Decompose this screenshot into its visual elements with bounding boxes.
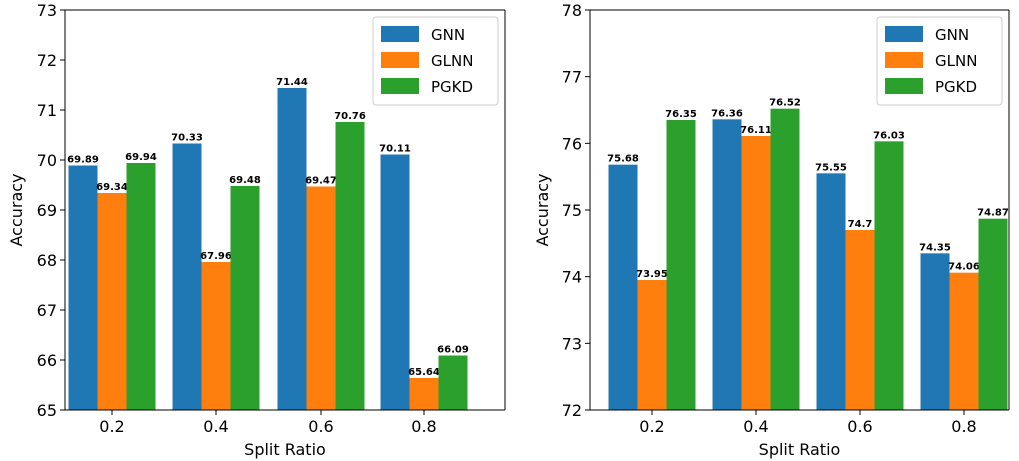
x-tick-label: 0.2 bbox=[99, 417, 124, 436]
legend-swatch-gnn bbox=[381, 26, 419, 42]
bar-value-label: 76.52 bbox=[769, 98, 801, 109]
right-chart: 75.68 76.36 75.55 74.35 73.95 76.11 74.7 74.06 7… bbox=[533, 1, 1010, 459]
left-chart: 69.89 70.33 71.44 70.11 69.34 67.96 69.47 65.64… bbox=[7, 1, 506, 459]
bar-value-label: 69.47 bbox=[305, 176, 337, 187]
bar-gnn-0.6 bbox=[816, 173, 846, 410]
bar-value-label: 74.35 bbox=[919, 242, 951, 253]
bar-gnn-0.4 bbox=[172, 143, 202, 410]
bar-pgkd-0.6 bbox=[335, 122, 365, 410]
y-tick-label: 73 bbox=[562, 334, 582, 353]
bar-value-label: 76.03 bbox=[873, 130, 905, 141]
bar-value-label: 73.95 bbox=[636, 269, 668, 280]
bar-pgkd-0.8 bbox=[438, 355, 468, 410]
bar-pgkd-0.2 bbox=[666, 120, 696, 410]
y-axis-label: Accuracy bbox=[533, 173, 552, 246]
bar-pgkd-0.4 bbox=[230, 186, 260, 410]
bar-value-label: 76.35 bbox=[665, 109, 697, 120]
bar-glnn-0.2 bbox=[637, 280, 667, 410]
bar-value-label: 75.68 bbox=[607, 154, 639, 165]
bar-gnn-0.4 bbox=[712, 119, 742, 410]
x-tick-label: 0.8 bbox=[411, 417, 436, 436]
bar-glnn-0.6 bbox=[306, 186, 336, 410]
bar-glnn-0.8 bbox=[409, 378, 439, 410]
bar-gnn-0.2 bbox=[68, 165, 98, 410]
bar-value-label: 70.76 bbox=[334, 111, 366, 122]
legend-label: GNN bbox=[431, 26, 465, 44]
bar-glnn-0.4 bbox=[741, 136, 771, 410]
y-tick-label: 74 bbox=[562, 268, 582, 287]
y-tick-label: 70 bbox=[37, 151, 57, 170]
bar-glnn-0.8 bbox=[949, 272, 979, 410]
x-tick-label: 0.4 bbox=[743, 417, 768, 436]
bar-value-label: 67.96 bbox=[200, 251, 232, 262]
bar-glnn-0.6 bbox=[845, 230, 875, 410]
legend: GNN GLNN PGKD bbox=[876, 16, 1003, 106]
x-tick-label: 0.6 bbox=[308, 417, 333, 436]
legend-label: GLNN bbox=[431, 52, 473, 70]
legend-swatch-glnn bbox=[381, 52, 419, 68]
legend-label: GLNN bbox=[935, 52, 977, 70]
y-tick-label: 75 bbox=[562, 201, 582, 220]
bar-pgkd-0.2 bbox=[126, 163, 156, 410]
bar-gnn-0.6 bbox=[277, 88, 307, 410]
bar-glnn-0.2 bbox=[97, 193, 127, 410]
x-axis-label: Split Ratio bbox=[244, 440, 326, 459]
legend-swatch-glnn bbox=[885, 52, 923, 68]
bar-value-label: 74.06 bbox=[948, 262, 980, 273]
bar-pgkd-0.8 bbox=[978, 218, 1008, 410]
bar-gnn-0.2 bbox=[608, 164, 638, 410]
y-tick-label: 77 bbox=[562, 68, 582, 87]
bar-value-label: 66.09 bbox=[437, 345, 469, 356]
bar-value-label: 74.87 bbox=[977, 208, 1009, 219]
x-tick-label: 0.4 bbox=[203, 417, 228, 436]
legend-swatch-gnn bbox=[885, 26, 923, 42]
legend-label: PGKD bbox=[431, 78, 473, 96]
legend-swatch-pgkd bbox=[885, 78, 923, 94]
bar-pgkd-0.6 bbox=[874, 141, 904, 411]
y-tick-label: 65 bbox=[37, 401, 57, 420]
bar-value-label: 76.11 bbox=[740, 125, 772, 136]
y-tick-label: 73 bbox=[37, 1, 57, 20]
bar-pgkd-0.4 bbox=[770, 108, 800, 411]
y-tick-label: 71 bbox=[37, 101, 57, 120]
legend-label: GNN bbox=[935, 26, 969, 44]
bar-value-label: 69.48 bbox=[229, 175, 261, 186]
x-tick-label: 0.2 bbox=[639, 417, 664, 436]
bar-value-label: 74.7 bbox=[848, 219, 873, 230]
legend-label: PGKD bbox=[935, 78, 977, 96]
bar-value-label: 75.55 bbox=[815, 162, 847, 173]
x-tick-label: 0.8 bbox=[951, 417, 976, 436]
bar-glnn-0.4 bbox=[201, 262, 231, 410]
y-tick-label: 78 bbox=[562, 1, 582, 20]
y-axis-label: Accuracy bbox=[7, 173, 26, 246]
legend: GNN GLNN PGKD bbox=[372, 16, 499, 106]
bar-value-label: 71.44 bbox=[276, 77, 308, 88]
bar-value-label: 69.89 bbox=[67, 155, 99, 166]
y-tick-label: 72 bbox=[562, 401, 582, 420]
y-tick-label: 69 bbox=[37, 201, 57, 220]
x-tick-label: 0.6 bbox=[847, 417, 872, 436]
bar-value-label: 70.33 bbox=[171, 133, 203, 144]
bar-value-label: 76.36 bbox=[711, 108, 743, 119]
bar-value-label: 70.11 bbox=[379, 144, 411, 155]
y-tick-label: 66 bbox=[37, 351, 57, 370]
bar-gnn-0.8 bbox=[380, 154, 410, 410]
bar-gnn-0.8 bbox=[920, 253, 950, 410]
legend-swatch-pgkd bbox=[381, 78, 419, 94]
bar-value-label: 69.34 bbox=[96, 182, 128, 193]
bar-value-label: 65.64 bbox=[408, 367, 440, 378]
y-tick-label: 76 bbox=[562, 134, 582, 153]
y-tick-label: 68 bbox=[37, 251, 57, 270]
x-axis-label: Split Ratio bbox=[759, 440, 841, 459]
y-tick-label: 67 bbox=[37, 301, 57, 320]
bar-value-label: 69.94 bbox=[125, 152, 157, 163]
y-tick-label: 72 bbox=[37, 51, 57, 70]
